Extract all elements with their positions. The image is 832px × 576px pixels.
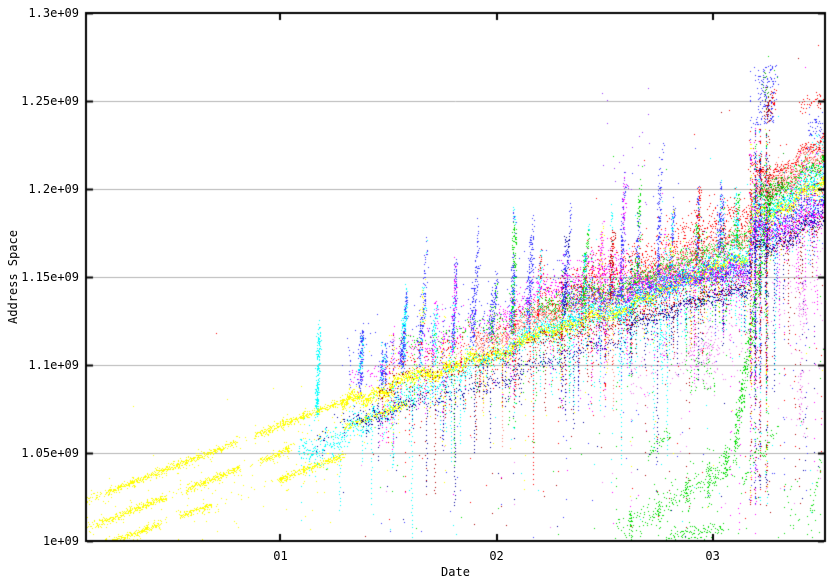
x-tick-label: 01 [273,549,288,563]
y-tick-label: 1.25e+09 [21,94,79,108]
x-tick-label: 03 [705,549,720,563]
y-tick-label: 1.05e+09 [21,446,79,460]
y-tick-label: 1.1e+09 [28,358,79,372]
x-axis-title: Date [441,565,470,576]
x-tick-label: 02 [489,549,504,563]
y-tick-label: 1.3e+09 [28,6,79,20]
y-axis-title: Address Space [6,230,20,324]
y-tick-label: 1.15e+09 [21,270,79,284]
y-tick-label: 1.2e+09 [28,182,79,196]
y-tick-label: 1e+09 [42,534,79,548]
